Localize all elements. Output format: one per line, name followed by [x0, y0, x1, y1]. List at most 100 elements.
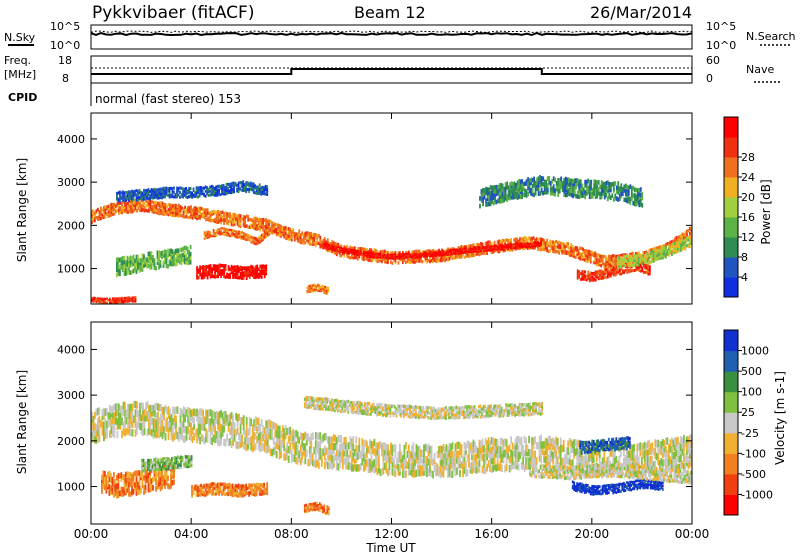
range-cell	[323, 445, 326, 453]
range-cell	[595, 260, 598, 264]
range-cell	[327, 286, 330, 290]
range-cell	[686, 229, 688, 233]
range-cell	[220, 271, 222, 276]
range-cell	[254, 275, 257, 280]
range-cell	[162, 253, 165, 258]
range-cell	[602, 188, 605, 193]
range-cell	[269, 428, 272, 436]
range-cell	[508, 239, 511, 243]
range-cell	[223, 438, 225, 446]
range-cell	[298, 239, 301, 244]
range-cell	[651, 255, 654, 259]
range-cell	[343, 254, 346, 258]
range-cell	[397, 255, 400, 258]
range-cell	[439, 253, 442, 256]
range-cell	[402, 258, 404, 262]
range-cell	[433, 251, 436, 254]
range-cell	[131, 269, 133, 275]
range-cell	[510, 247, 512, 250]
range-cell	[287, 455, 290, 463]
power-colorbar-label: Power [dB]	[759, 179, 773, 244]
range-cell	[402, 257, 404, 260]
range-cell	[331, 436, 334, 444]
range-cell	[477, 252, 479, 256]
range-cell	[180, 195, 183, 199]
range-cell	[319, 235, 322, 240]
range-cell	[129, 260, 132, 265]
range-cell	[112, 299, 114, 302]
range-cell	[597, 260, 600, 265]
range-cell	[444, 255, 446, 259]
range-cell	[299, 235, 302, 240]
range-cell	[212, 233, 215, 236]
range-cell	[655, 257, 658, 261]
range-cell	[196, 408, 198, 416]
range-cell	[501, 241, 503, 246]
range-cell	[575, 178, 578, 183]
range-cell	[612, 264, 615, 268]
range-cell	[178, 214, 180, 218]
range-cell	[313, 238, 316, 243]
range-cell	[209, 418, 212, 426]
range-cell	[119, 298, 122, 301]
range-cell	[471, 250, 473, 253]
range-cell	[239, 271, 242, 276]
range-cell	[149, 190, 151, 194]
range-cell	[393, 251, 395, 256]
range-cell	[215, 431, 218, 439]
range-cell	[166, 210, 168, 214]
range-cell	[605, 275, 608, 279]
range-cell	[613, 258, 616, 262]
range-cell	[133, 204, 135, 208]
range-cell	[597, 276, 600, 279]
range-cell	[402, 253, 404, 256]
range-cell	[128, 206, 131, 211]
range-cell	[568, 250, 571, 254]
range-cell	[120, 260, 123, 266]
range-cell	[256, 266, 259, 271]
range-cell	[390, 253, 392, 256]
range-cell	[245, 435, 248, 444]
range-cell	[196, 435, 198, 444]
range-cell	[94, 298, 96, 301]
range-cell	[123, 255, 126, 261]
range-cell	[125, 301, 128, 304]
range-cell	[686, 244, 688, 248]
range-cell	[169, 205, 171, 209]
range-cell	[317, 441, 320, 449]
range-cell	[156, 188, 159, 192]
range-cell	[618, 192, 621, 198]
range-cell	[244, 233, 247, 236]
range-cell	[655, 255, 658, 259]
range-cell	[278, 437, 281, 446]
range-cell	[157, 201, 159, 206]
range-cell	[284, 453, 287, 461]
range-cell	[390, 251, 392, 255]
range-cell	[152, 194, 154, 198]
range-cell	[203, 275, 206, 279]
range-cell	[631, 258, 634, 263]
range-cell	[173, 414, 176, 423]
range-cell	[156, 194, 159, 198]
range-cell	[100, 297, 102, 300]
range-cell	[287, 427, 290, 435]
range-cell	[239, 265, 242, 270]
range-cell	[107, 214, 110, 218]
range-cell	[304, 443, 307, 451]
range-cell	[137, 254, 139, 259]
range-cell	[532, 236, 535, 240]
range-cell	[466, 250, 469, 253]
range-cell	[248, 217, 251, 222]
range-cell	[245, 443, 248, 452]
range-cell	[588, 190, 591, 195]
range-cell	[231, 184, 234, 188]
range-cell	[614, 267, 617, 271]
range-cell	[143, 420, 146, 429]
range-cell	[212, 424, 215, 433]
range-cell	[177, 253, 180, 259]
range-cell	[223, 425, 225, 433]
range-cell	[523, 239, 526, 244]
range-cell	[127, 403, 129, 412]
range-cell	[208, 270, 210, 274]
range-cell	[277, 225, 280, 229]
